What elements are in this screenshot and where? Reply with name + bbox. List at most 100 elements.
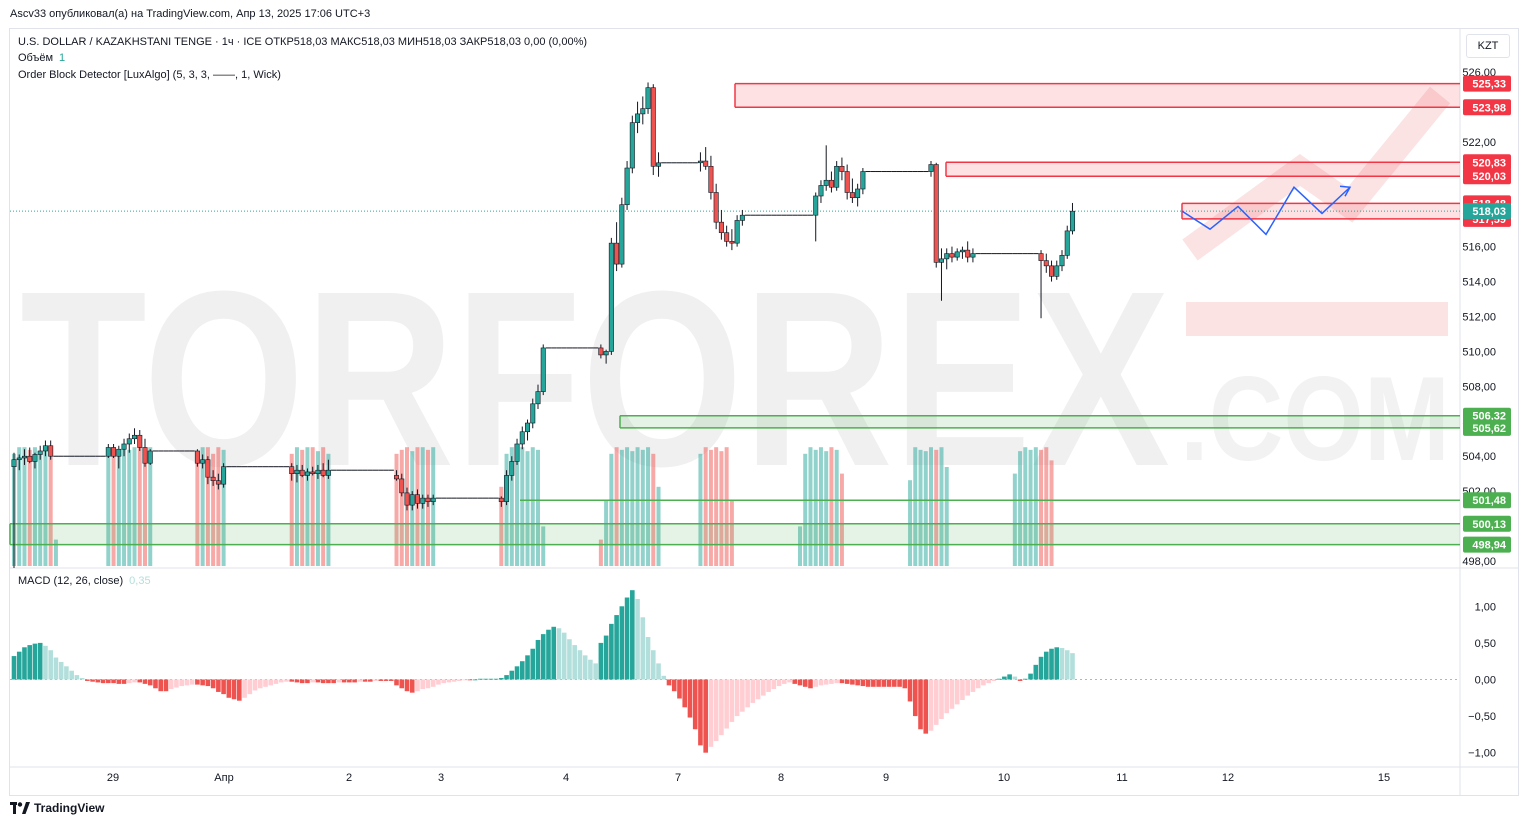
bull-candle bbox=[938, 258, 944, 263]
price-label-text: 500,13 bbox=[1472, 519, 1506, 531]
bear-candle bbox=[498, 497, 504, 502]
macd-bar bbox=[897, 679, 902, 687]
macd-bar bbox=[656, 663, 661, 680]
macd-bar bbox=[388, 679, 394, 681]
volume-bar bbox=[646, 447, 651, 566]
macd-bar bbox=[912, 679, 918, 717]
price-tick-label: 512,00 bbox=[1462, 311, 1496, 323]
macd-bar bbox=[158, 679, 164, 692]
macd-bar bbox=[771, 679, 777, 690]
bear-candle bbox=[933, 164, 939, 263]
macd-bar bbox=[137, 679, 143, 683]
macd-bar bbox=[299, 679, 305, 684]
candle-series bbox=[11, 82, 1075, 568]
price-label-text: 506,32 bbox=[1472, 411, 1506, 423]
watermark-main: TORFOREX bbox=[20, 239, 1170, 518]
macd-bar bbox=[210, 679, 216, 689]
macd-bar bbox=[525, 655, 530, 680]
volume-bar bbox=[310, 447, 315, 566]
volume-bar bbox=[48, 447, 53, 566]
indicator-legend[interactable]: Order Block Detector [LuxAlgo] (5, 3, 3,… bbox=[18, 69, 281, 81]
bull-candle bbox=[221, 466, 227, 485]
footer-brand[interactable]: TradingView bbox=[10, 801, 104, 815]
macd-bar bbox=[268, 679, 274, 686]
volume-bar bbox=[714, 447, 719, 566]
macd-bar bbox=[116, 679, 122, 684]
volume-bar bbox=[536, 449, 540, 566]
volume-bar bbox=[619, 449, 624, 566]
macd-bar bbox=[860, 679, 866, 687]
macd-legend[interactable]: MACD (12, 26, close) 0,35 bbox=[18, 575, 151, 587]
macd-bar bbox=[472, 679, 478, 681]
macd-bar bbox=[126, 679, 132, 684]
macd-bar bbox=[892, 679, 897, 687]
macd-bar bbox=[16, 651, 22, 680]
volume-bar bbox=[944, 467, 949, 566]
volume-bar bbox=[116, 453, 121, 566]
macd-bar bbox=[216, 679, 221, 692]
bull-candle bbox=[147, 450, 153, 464]
macd-bar bbox=[1064, 650, 1070, 680]
price-label-box bbox=[1463, 536, 1511, 553]
macd-label: MACD (12, 26, close) bbox=[18, 575, 124, 587]
macd-bar bbox=[855, 679, 860, 686]
volume-bar bbox=[798, 526, 802, 566]
macd-bar bbox=[457, 679, 462, 681]
indicator-line: Order Block Detector [LuxAlgo] (5, 3, 3,… bbox=[18, 69, 281, 81]
macd-bar bbox=[640, 617, 646, 680]
macd-bar bbox=[949, 679, 955, 709]
volume-bar bbox=[525, 451, 530, 566]
bull-candle bbox=[823, 179, 829, 186]
price-label-box bbox=[1463, 492, 1511, 509]
bull-candle bbox=[504, 475, 510, 502]
macd-bar bbox=[425, 679, 431, 689]
time-tick-label: 10 bbox=[998, 772, 1010, 784]
volume-legend[interactable]: Объём 1 bbox=[18, 52, 65, 64]
volume-bar bbox=[803, 453, 808, 566]
macd-bar bbox=[713, 679, 719, 741]
price-label-text: 525,33 bbox=[1472, 79, 1506, 91]
bull-candle bbox=[656, 162, 662, 167]
macd-bar bbox=[242, 679, 247, 698]
macd-bar bbox=[189, 679, 195, 685]
macd-bar bbox=[776, 679, 782, 687]
bear-candle bbox=[650, 87, 656, 167]
macd-bar bbox=[561, 632, 567, 680]
volume-bar bbox=[934, 449, 939, 566]
volume-bar bbox=[1039, 449, 1044, 566]
macd-bar bbox=[368, 679, 373, 682]
bear-candle bbox=[828, 179, 834, 188]
volume-bar bbox=[431, 447, 436, 566]
symbol-legend[interactable]: U.S. DOLLAR / KAZAKHSTANI TENGE · 1ч · I… bbox=[18, 36, 587, 48]
macd-bar bbox=[923, 679, 929, 734]
volume-bar bbox=[321, 447, 326, 566]
volume-bar bbox=[913, 447, 918, 566]
macd-bar bbox=[902, 679, 908, 689]
bear-candle bbox=[215, 480, 221, 485]
macd-bar bbox=[991, 679, 997, 681]
macd-bar bbox=[871, 679, 876, 687]
bull-candle bbox=[315, 469, 321, 474]
bull-candle bbox=[624, 167, 630, 206]
bull-candle bbox=[121, 443, 127, 450]
bull-candle bbox=[834, 165, 840, 188]
macd-bar bbox=[37, 642, 43, 680]
tradingview-logo-icon bbox=[10, 802, 30, 814]
volume-series bbox=[12, 447, 1054, 566]
macd-bar bbox=[582, 655, 588, 680]
macd-bar bbox=[11, 656, 17, 680]
macd-bar bbox=[881, 679, 887, 687]
macd-bar bbox=[200, 679, 205, 686]
bearish-order-block bbox=[946, 162, 1460, 177]
currency-button[interactable]: KZT bbox=[1466, 34, 1510, 58]
macd-bar bbox=[320, 679, 326, 684]
macd-bar bbox=[970, 679, 976, 692]
macd-bar bbox=[996, 678, 1002, 680]
macd-bar bbox=[100, 679, 106, 684]
macd-bar bbox=[687, 679, 693, 718]
bear-candle bbox=[708, 165, 714, 193]
bull-candle bbox=[608, 242, 614, 352]
macd-bar bbox=[446, 679, 452, 683]
volume-bar bbox=[818, 447, 823, 566]
